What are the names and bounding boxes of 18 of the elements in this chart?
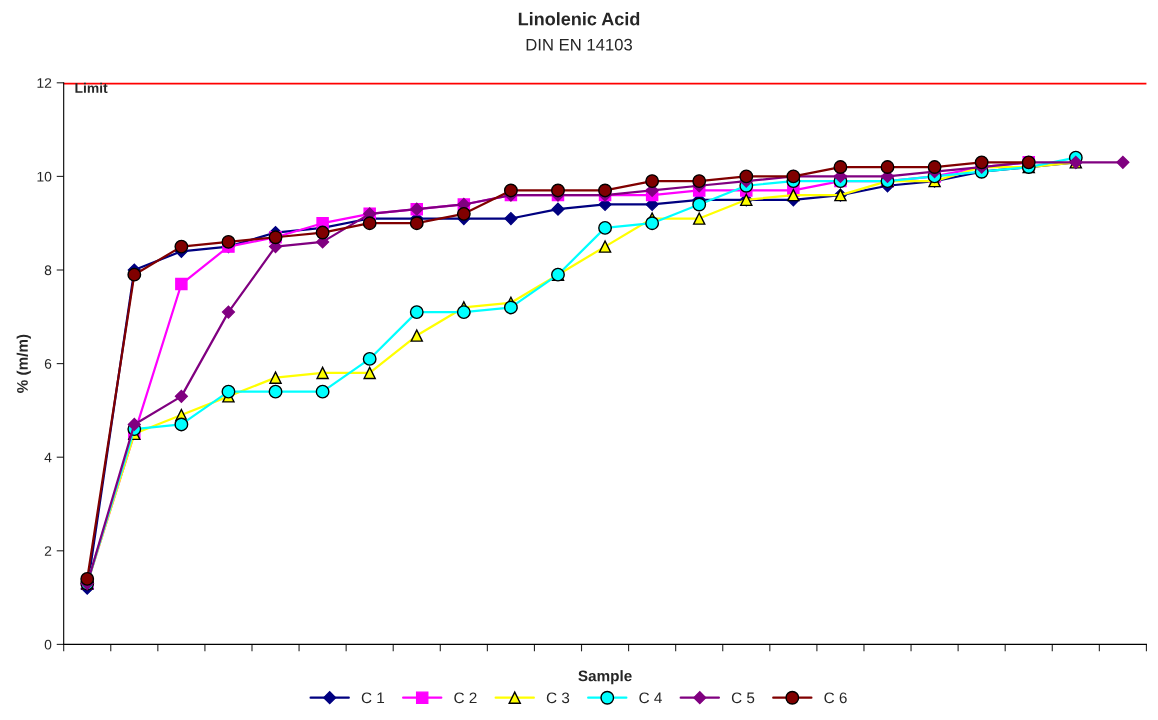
y-axis-title: % (m/m): [16, 334, 31, 393]
chart-subtitle: DIN EN 14103: [526, 38, 632, 51]
ref-line-label: Limit: [75, 82, 108, 93]
y-tick-label: 2: [44, 546, 52, 556]
x-axis-title: Sample: [578, 670, 632, 685]
legend-label: C 1: [361, 692, 385, 704]
legend-label: C 4: [639, 692, 662, 704]
legend-label: C 2: [454, 692, 477, 704]
y-tick-label: 12: [37, 78, 52, 88]
chart-title: Linolenic Acid: [518, 12, 640, 26]
legend-label: C 5: [731, 692, 755, 704]
y-tick-label: 6: [44, 358, 52, 369]
y-tick-label: 8: [44, 265, 52, 276]
legend-label: C 6: [824, 692, 847, 704]
y-tick-label: 4: [44, 452, 52, 463]
y-tick-label: 0: [44, 639, 52, 650]
legend-label: C 3: [546, 692, 570, 704]
y-tick-label: 10: [37, 171, 52, 182]
